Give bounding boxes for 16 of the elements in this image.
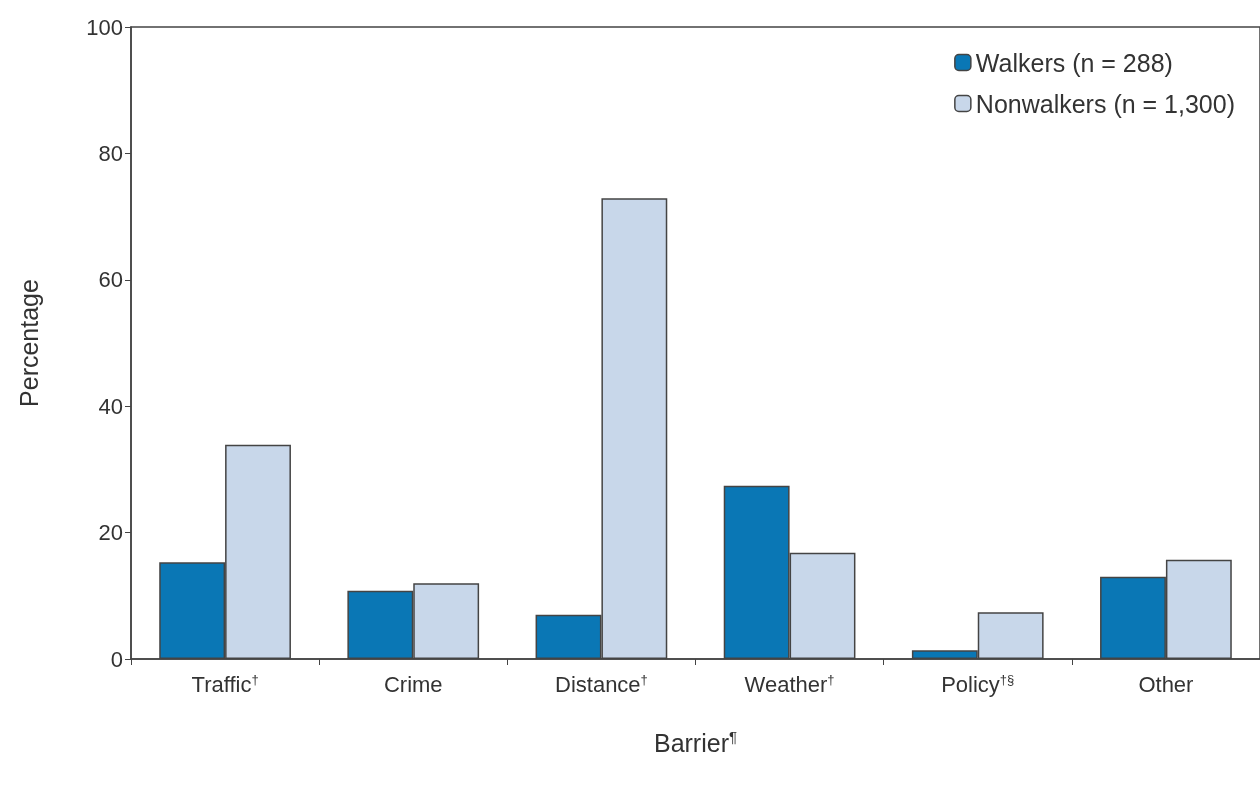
legend-label: Nonwalkers (n = 1,300) (975, 89, 1235, 118)
x-tick-label: Weather† (744, 672, 835, 697)
x-tick-label: Traffic† (191, 672, 259, 697)
x-tick-label: Other (1138, 671, 1194, 697)
x-axis-title: Barrier¶ (653, 728, 738, 757)
y-axis-title: Percentage (14, 279, 43, 407)
y-tick-label: 20 (98, 520, 123, 546)
x-tick-label: Distance† (555, 672, 648, 697)
x-tick-label: Crime (383, 671, 443, 697)
legend-label: Walkers (n = 288) (975, 48, 1173, 77)
y-tick-label: 0 (110, 646, 123, 672)
y-tick-label: 60 (98, 267, 123, 293)
y-tick-label: 80 (98, 140, 123, 166)
y-tick-label: 100 (86, 14, 123, 40)
x-tick-label: Policy†§ (941, 672, 1015, 697)
y-tick-label: 40 (98, 393, 123, 419)
